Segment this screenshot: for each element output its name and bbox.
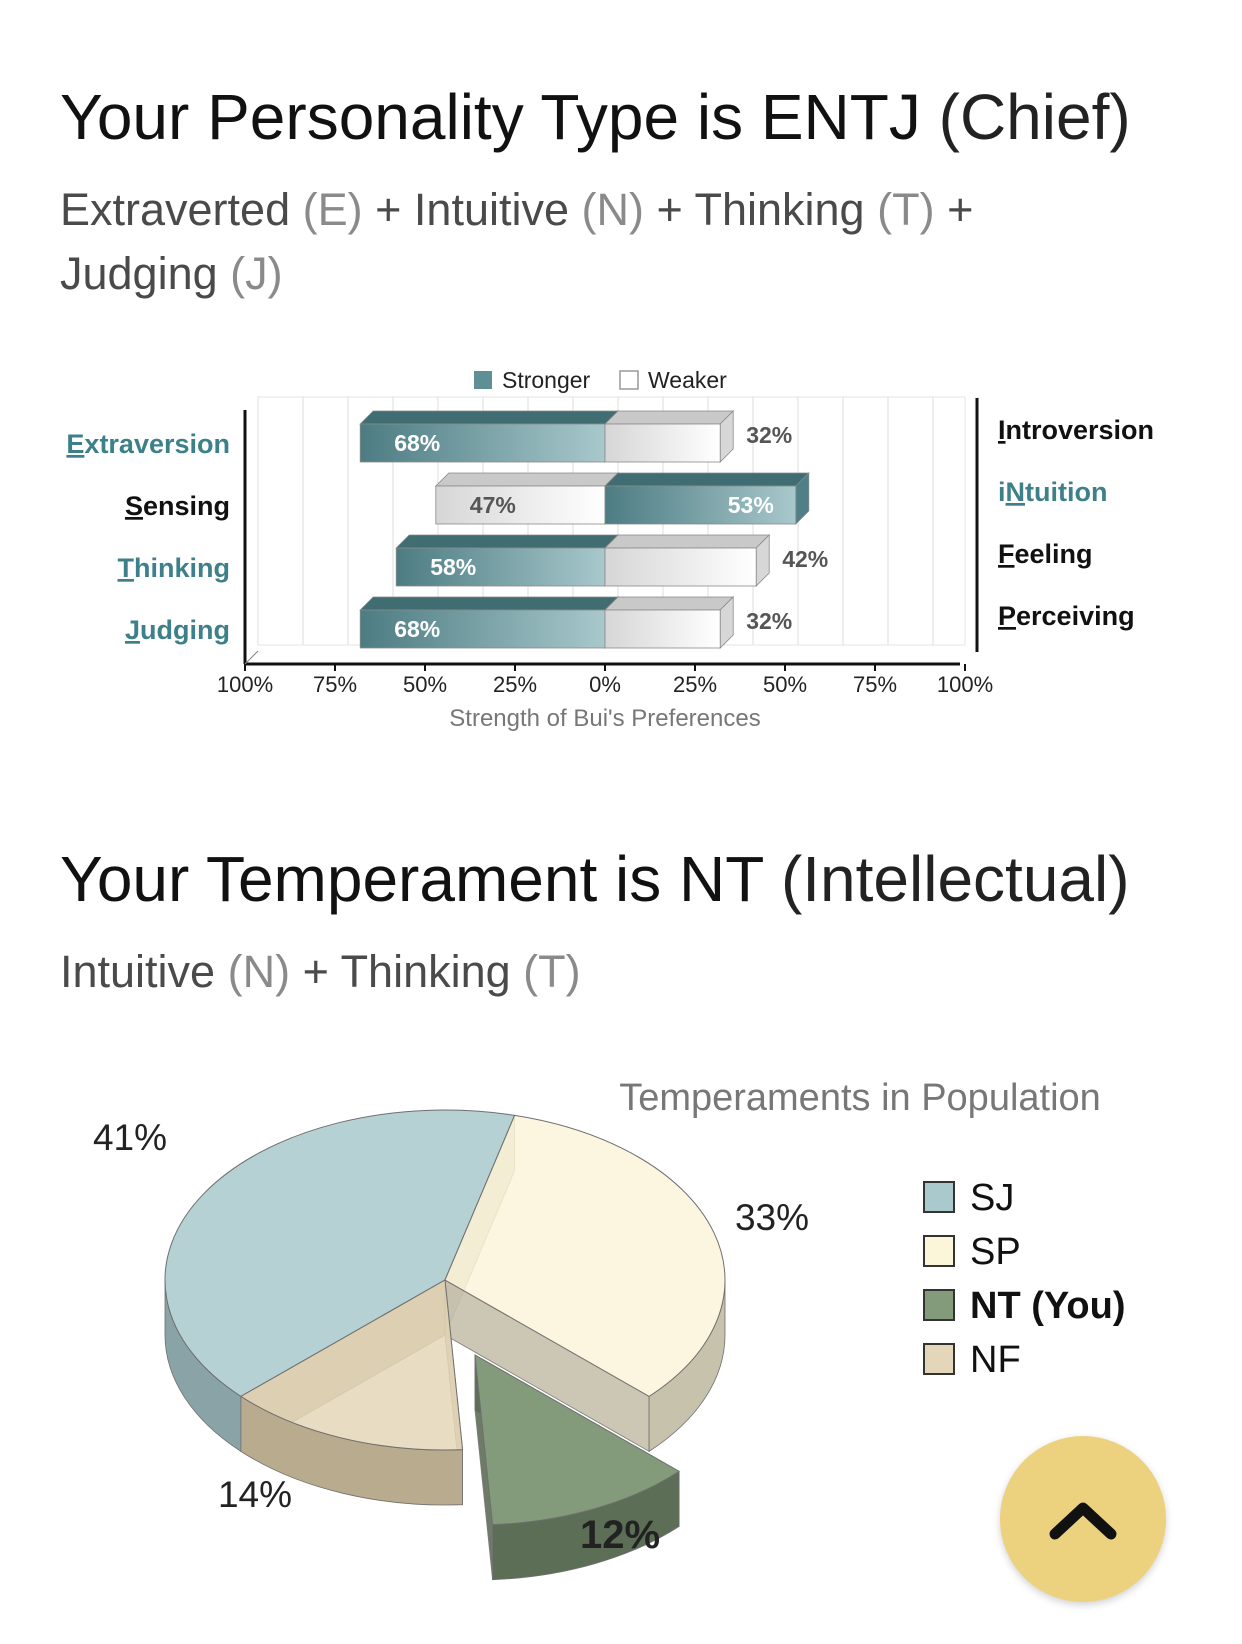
x-tick-label: 50% (403, 672, 447, 697)
personality-title-main: Your Personality Type is ENTJ (60, 81, 921, 153)
temperament-title-main: Your Temperament is NT (60, 843, 764, 915)
pie-slice-nf (239, 1279, 464, 1506)
pie-title: Temperaments in Population (619, 1077, 1101, 1119)
category-label-left: Extraversion (66, 429, 230, 459)
temperament-subtitle-code: (N) (227, 946, 291, 997)
personality-title: Your Personality Type is ENTJ (Chief) (60, 80, 1131, 154)
legend-stronger-label: Stronger (502, 367, 591, 393)
category-label-right: Perceiving (998, 601, 1135, 631)
personality-subtitle-code: (N) (581, 184, 644, 235)
x-tick-label: 25% (493, 672, 537, 697)
bar-left-judging (359, 596, 619, 649)
category-label-right: Introversion (998, 415, 1154, 445)
axis-depth-line (244, 650, 259, 665)
personality-subtitle-code: (T) (877, 184, 935, 235)
bar-right-feeling (604, 534, 771, 587)
pie-value-label: 33% (735, 1197, 809, 1238)
temperament-title-paren: (Intellectual) (780, 843, 1130, 915)
bar-right-perceiving (604, 596, 735, 649)
pie-value-label: 12% (580, 1513, 660, 1557)
personality-subtitle-word: Judging (60, 248, 218, 299)
x-tick-label: 25% (673, 672, 717, 697)
legend-weaker-swatch (619, 370, 639, 390)
pie-legend-swatch (923, 1181, 955, 1213)
x-tick-label: 100% (937, 672, 993, 697)
bar-value-label: 47% (470, 492, 516, 518)
scroll-to-top-button[interactable] (1000, 1436, 1166, 1602)
category-label-left: Thinking (118, 553, 231, 583)
bar-value-label: 53% (728, 492, 774, 518)
temperament-subtitle-word: Intuitive (60, 946, 216, 997)
pie-slice-sp (444, 1114, 726, 1453)
pie-legend-label: NT (You) (970, 1285, 1125, 1327)
bar-value-label: 68% (394, 430, 440, 456)
x-tick-label: 0% (589, 672, 621, 697)
temperament-title: Your Temperament is NT (Intellectual) (60, 842, 1130, 916)
temperament-subtitle-word: Thinking (340, 946, 511, 997)
temperament-subtitle-code: (T) (523, 946, 581, 997)
pie-legend-label: SP (970, 1231, 1021, 1273)
personality-title-paren: (Chief) (938, 81, 1131, 153)
temperament-subtitle: Intuitive (N) + Thinking (T) (60, 946, 581, 997)
bar-right-intuition (604, 472, 810, 525)
preferences-bar-chart: Stronger Weaker 100% 75% 50% 25% 0% 25% 50% 75% 10… (66, 367, 1154, 732)
pie-legend-swatch (923, 1289, 955, 1321)
personality-subtitle-word: Intuitive (413, 184, 570, 235)
category-label-right: iNtuition (998, 477, 1107, 507)
x-tick-label: 100% (217, 672, 273, 697)
legend-weaker-label: Weaker (648, 367, 727, 393)
legend-stronger-swatch (474, 371, 492, 389)
pie-legend-swatch (923, 1343, 955, 1375)
bar-value-label: 68% (394, 616, 440, 642)
bar-value-label: 32% (746, 422, 792, 448)
bar-value-label: 32% (746, 608, 792, 634)
personality-subtitle-code: (J) (230, 248, 283, 299)
x-axis-title: Strength of Bui's Preferences (449, 705, 760, 732)
bar-left-extraversion (359, 410, 619, 463)
pie-legend-swatch (923, 1235, 955, 1267)
temperament-pie-chart: Temperaments in Population 41% 33% 12% 14% SJ… (93, 1077, 1125, 1581)
category-label-left: Judging (125, 615, 230, 645)
pie-slice-nt (474, 1354, 681, 1581)
category-label-right: Feeling (998, 539, 1093, 569)
category-label-left: Sensing (125, 491, 230, 521)
chevron-up-icon (1049, 1502, 1117, 1540)
personality-subtitle: Extraverted (E) + Intuitive (N) + Thinki… (60, 184, 974, 299)
pie-legend-label: SJ (970, 1177, 1014, 1219)
bar-value-label: 58% (430, 554, 476, 580)
x-tick-label: 50% (763, 672, 807, 697)
x-tick-label: 75% (313, 672, 357, 697)
x-tick-label: 75% (853, 672, 897, 697)
personality-subtitle-word: Extraverted (60, 184, 291, 235)
pie-value-label: 41% (93, 1117, 167, 1158)
pie-legend-label: NF (970, 1339, 1021, 1381)
bar-left-sensing (434, 472, 619, 525)
pie-value-label: 14% (218, 1474, 292, 1515)
bar-right-introversion (604, 410, 735, 463)
bar-value-label: 42% (782, 546, 828, 572)
personality-subtitle-word: Thinking (694, 184, 865, 235)
personality-subtitle-code: (E) (302, 184, 363, 235)
